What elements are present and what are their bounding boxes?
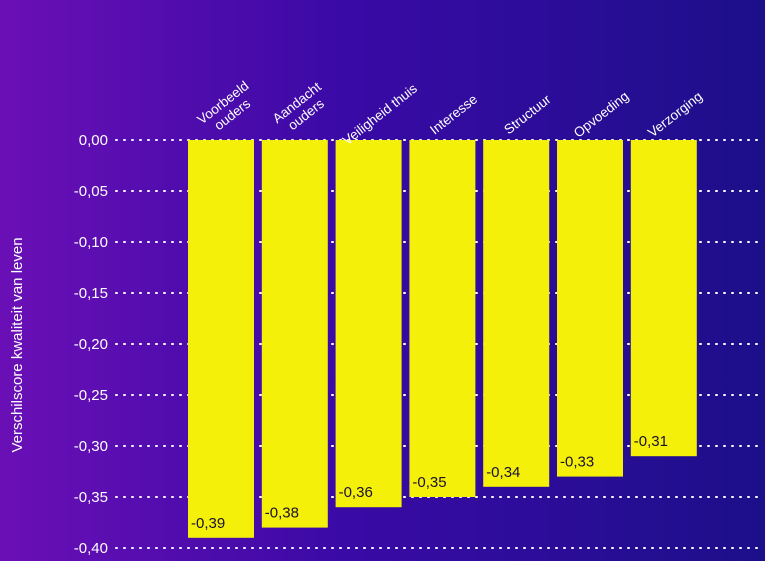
category-label-line: Interesse (427, 91, 480, 137)
category-label: Structuur (501, 91, 554, 137)
y-tick-label: -0,15 (74, 285, 108, 302)
y-tick-label: -0,35 (74, 489, 108, 506)
y-tick-label: -0,40 (74, 540, 108, 557)
bar (483, 140, 550, 487)
category-label-line: Opvoeding (571, 88, 632, 140)
y-tick-label: -0,10 (74, 234, 108, 251)
bar (261, 140, 328, 528)
value-labels: -0,39 -0,38 -0,36 -0,35 -0,34 -0,33 -0,31 (191, 433, 668, 532)
bar (409, 140, 476, 497)
bar (557, 140, 623, 477)
value-label: -0,36 (339, 484, 373, 501)
category-label-line: Veiligheid thuis (340, 81, 420, 148)
category-label: Veiligheid thuis (340, 81, 420, 148)
y-tick-label: 0,00 (79, 132, 108, 149)
bar (188, 140, 254, 538)
y-tick-label: -0,05 (74, 183, 108, 200)
bars (188, 140, 697, 538)
value-label: -0,31 (634, 433, 668, 450)
y-tick-label: -0,30 (74, 438, 108, 455)
category-label-line: Structuur (501, 91, 554, 137)
y-tick-label: -0,20 (74, 336, 108, 353)
bar (630, 140, 697, 457)
value-label: -0,34 (486, 464, 520, 481)
category-label-line: Verzorging (645, 89, 705, 141)
value-label: -0,33 (560, 454, 594, 471)
category-label: Verzorging (645, 89, 705, 141)
y-tick-label: -0,25 (74, 387, 108, 404)
category-label: Opvoeding (571, 88, 632, 140)
category-label: Interesse (427, 91, 480, 137)
bar (335, 140, 402, 508)
y-axis-title: Verschilscore kwaliteit van leven (9, 237, 26, 452)
value-label: -0,38 (265, 505, 299, 522)
y-axis-tick-labels: 0,00 -0,05 -0,10 -0,15 -0,20 -0,25 -0,30 -0,35 -… (74, 132, 108, 557)
value-label: -0,35 (412, 474, 446, 491)
value-label: -0,39 (191, 515, 225, 532)
